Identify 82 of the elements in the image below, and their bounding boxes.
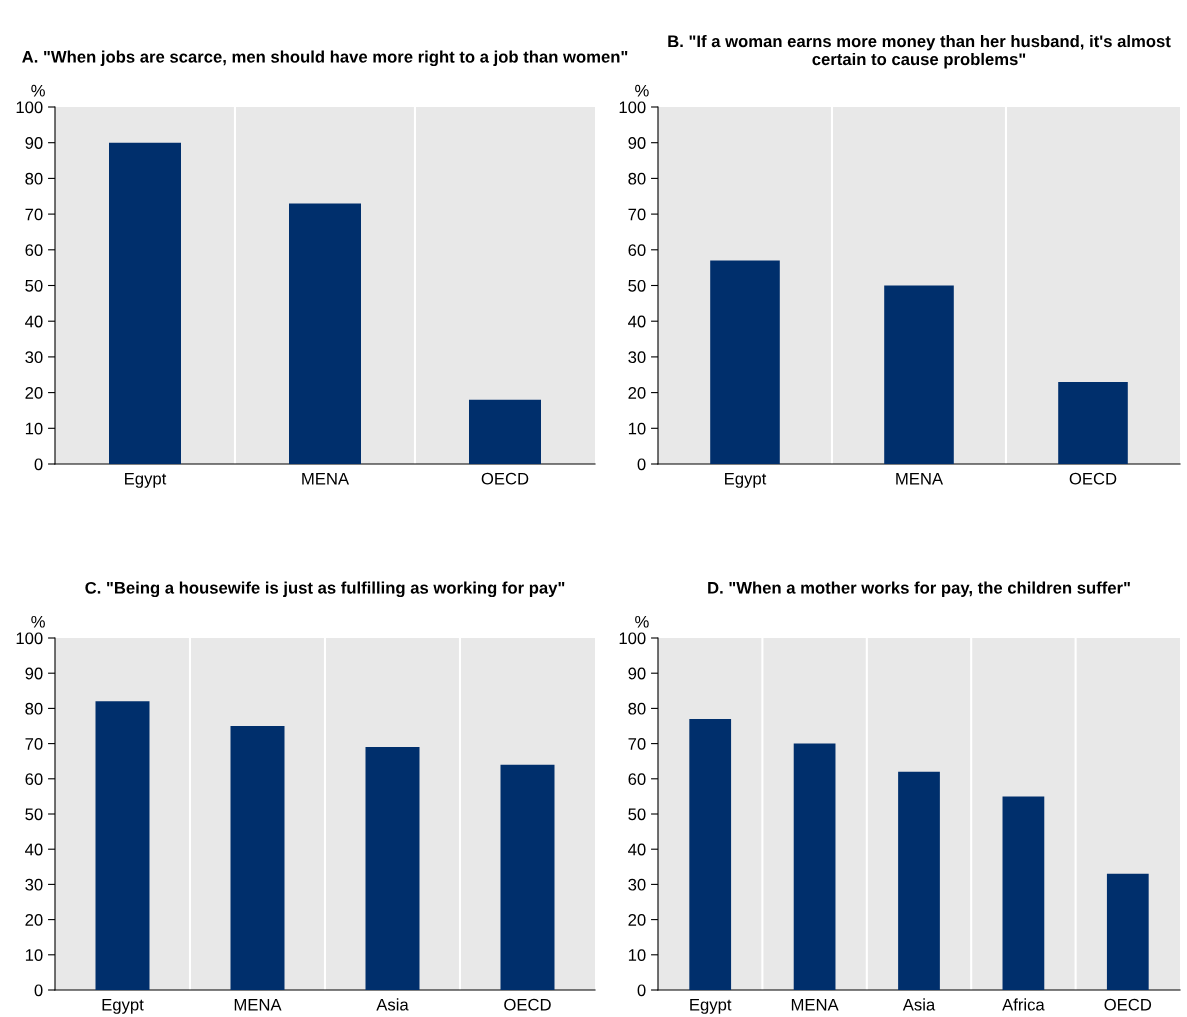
y-tick-label: 70 [25, 208, 43, 221]
y-tick-label: 100 [619, 101, 646, 114]
y-tick-label: 80 [25, 702, 43, 715]
bar [95, 701, 150, 990]
y-tick-label: 100 [16, 632, 43, 645]
bar [1106, 873, 1149, 990]
y-axis-title: % [31, 615, 45, 628]
y-tick-label: 50 [25, 808, 43, 821]
y-axis-title: % [31, 84, 45, 97]
y-tick-label: 50 [25, 279, 43, 292]
bar [898, 771, 940, 990]
y-tick-label: 30 [25, 878, 43, 891]
y-tick-label: 20 [25, 387, 43, 399]
y-tick-label: 20 [25, 914, 43, 926]
y-tick-label: 100 [16, 101, 43, 114]
x-tick-label: Africa [1002, 998, 1045, 1011]
y-tick-label: 10 [628, 422, 646, 435]
y-tick-label: 90 [25, 667, 43, 680]
y-tick-label: 60 [25, 244, 43, 256]
x-tick-label: Asia [376, 998, 409, 1011]
y-tick-label: 40 [628, 843, 646, 856]
y-tick-label: 50 [628, 279, 646, 292]
chart-title: D. "When a mother works for pay, the children suffer" [708, 581, 1130, 598]
x-tick-label: OECD [481, 472, 529, 485]
y-tick-label: 10 [25, 422, 43, 435]
y-tick-label: 0 [637, 458, 646, 471]
bar [469, 399, 541, 464]
bar [500, 764, 555, 990]
y-tick-label: 10 [25, 949, 43, 961]
x-tick-label: OECD [1069, 472, 1117, 485]
bar [1058, 381, 1128, 464]
x-tick-label: Egypt [102, 998, 144, 1014]
y-tick-label: 90 [628, 137, 646, 149]
y-tick-label: 20 [628, 914, 646, 926]
y-tick-label: 40 [25, 315, 43, 328]
x-tick-label: MENA [302, 472, 350, 485]
y-tick-label: 40 [25, 843, 43, 856]
x-tick-label: MENA [791, 998, 839, 1011]
y-tick-label: 10 [628, 949, 646, 961]
y-tick-label: 0 [34, 984, 43, 997]
y-tick-label: 80 [628, 702, 646, 715]
chart-title: C. "Being a housewife is just as fulfilling as working for pay" [85, 581, 565, 598]
bar [710, 260, 780, 464]
y-tick-label: 0 [637, 984, 646, 997]
y-tick-label: 30 [628, 351, 646, 364]
y-tick-label: 20 [628, 387, 646, 399]
y-tick-label: 70 [628, 208, 646, 221]
y-tick-label: 60 [25, 773, 43, 785]
chart-title: A. "When jobs are scarce, men should have more right to a job than women" [22, 50, 628, 67]
bar [109, 142, 181, 464]
x-tick-label: OECD [1104, 998, 1152, 1011]
bar [230, 726, 285, 990]
chart-title: B. "If a woman earns more money than her husband, it's almost certain to cause problems" [668, 34, 1171, 69]
y-tick-label: 70 [25, 738, 43, 750]
x-tick-label: Egypt [125, 472, 167, 488]
bar [365, 747, 420, 990]
y-tick-label: 0 [34, 458, 43, 471]
bar [1002, 796, 1045, 990]
y-tick-label: 60 [628, 773, 646, 785]
bar [289, 203, 361, 464]
bar [793, 743, 836, 990]
x-tick-label: Egypt [725, 472, 767, 488]
y-tick-label: 90 [25, 137, 43, 149]
x-tick-label: MENA [896, 472, 944, 485]
y-tick-label: 30 [25, 351, 43, 364]
y-tick-label: 40 [628, 315, 646, 328]
x-tick-label: OECD [504, 998, 551, 1011]
y-tick-label: 100 [619, 632, 646, 645]
bar [689, 718, 732, 990]
x-tick-label: Asia [902, 998, 936, 1011]
y-tick-label: 80 [25, 172, 43, 185]
y-tick-label: 60 [628, 244, 646, 256]
y-tick-label: 50 [628, 808, 646, 821]
x-tick-label: MENA [234, 998, 282, 1011]
x-tick-label: Egypt [690, 998, 732, 1014]
y-tick-label: 70 [628, 738, 646, 750]
y-axis-title: % [635, 84, 649, 97]
bar [884, 285, 954, 464]
y-tick-label: 80 [628, 172, 646, 185]
y-tick-label: 90 [628, 667, 646, 680]
y-axis-title: % [635, 615, 649, 628]
y-tick-label: 30 [628, 878, 646, 891]
